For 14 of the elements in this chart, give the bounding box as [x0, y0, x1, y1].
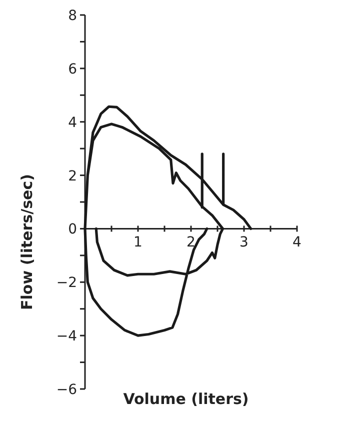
y-tick-label: 8 [68, 8, 77, 24]
x-tick-label: 1 [134, 234, 142, 251]
y-tick-label: 2 [68, 168, 77, 184]
y-tick-label: 6 [68, 61, 78, 78]
y-tick-label: −4 [56, 328, 78, 345]
y-tick-label: −2 [56, 275, 77, 292]
x-axis-title: Volume (liters) [123, 390, 249, 408]
y-tick-label: 0 [68, 222, 77, 238]
y-axis-title: Flow (liters/sec) [18, 174, 36, 310]
x-tick-label: 4 [292, 234, 302, 251]
x-tick-label: 2 [186, 234, 196, 251]
x-tick-label: 3 [240, 234, 248, 251]
y-tick-label: 4 [68, 114, 78, 131]
y-tick-label: −6 [56, 382, 78, 398]
